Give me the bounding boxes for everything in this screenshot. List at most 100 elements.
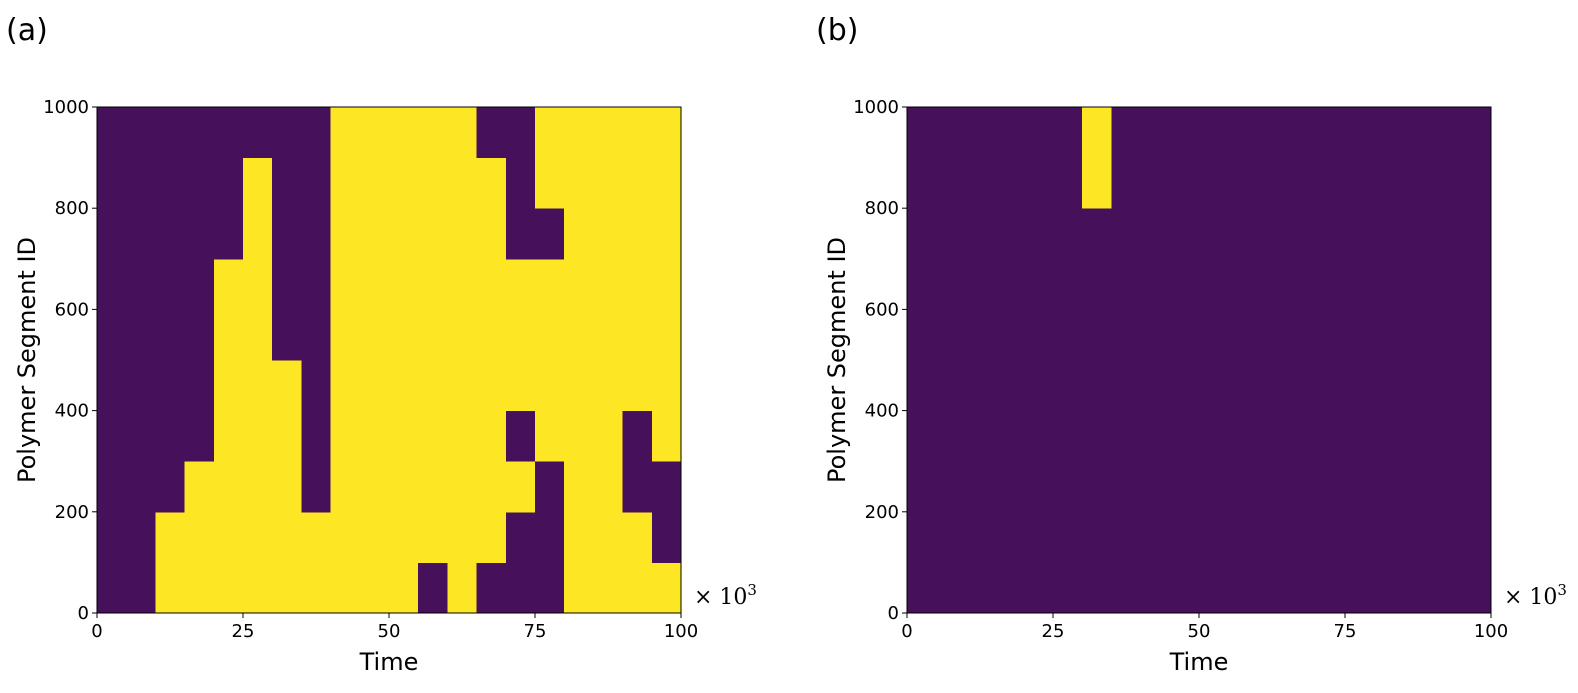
heatmap-cell: [359, 360, 390, 412]
heatmap-cell: [1315, 511, 1346, 563]
heatmap-cell: [97, 410, 127, 462]
heatmap-cell: [272, 562, 302, 614]
heatmap-cell: [622, 410, 653, 462]
heatmap-cell: [359, 107, 390, 159]
heatmap-cell: [907, 157, 937, 209]
x-tick-label: 100: [664, 621, 698, 642]
heatmap-cell: [447, 360, 478, 412]
heatmap-cell: [155, 157, 186, 209]
heatmap-cell: [965, 562, 996, 614]
heatmap-cell: [622, 562, 653, 614]
heatmap-cell: [1111, 410, 1142, 462]
heatmap-cell: [622, 157, 653, 209]
heatmap-cell: [1257, 107, 1288, 159]
heatmap-cell: [1257, 461, 1288, 513]
heatmap-cell: [1286, 258, 1317, 310]
heatmap-cell: [1461, 461, 1492, 513]
heatmap-cell: [184, 107, 215, 159]
heatmap-cell: [389, 309, 419, 361]
heatmap-cell: [1169, 258, 1200, 310]
heatmap-cell: [1140, 360, 1171, 412]
heatmap-cell: [622, 511, 653, 563]
heatmap-cell: [213, 360, 244, 412]
heatmap-cell: [622, 309, 653, 361]
heatmap-cell: [1053, 511, 1083, 563]
heatmap-cell: [936, 157, 966, 209]
x-axis-label: Time: [1169, 648, 1229, 676]
heatmap-cell: [505, 562, 536, 614]
heatmap-cell: [1403, 461, 1434, 513]
x-tick-label: 100: [1474, 621, 1508, 642]
heatmap-cell: [965, 208, 996, 260]
heatmap-cell: [593, 511, 624, 563]
heatmap-cell: [505, 107, 536, 159]
heatmap-cell: [97, 258, 127, 310]
heatmap-cell: [936, 562, 966, 614]
heatmap-cell: [535, 562, 565, 614]
heatmap-cell: [1374, 461, 1404, 513]
heatmap-cell: [97, 157, 127, 209]
heatmap-cell: [243, 107, 273, 159]
heatmap-cell: [447, 461, 478, 513]
heatmap-cell: [1140, 107, 1171, 159]
heatmap-cell: [1023, 107, 1054, 159]
heatmap-cell: [126, 360, 156, 412]
heatmap-cell: [994, 208, 1025, 260]
heatmap-cell: [1082, 107, 1112, 159]
heatmap-cell: [1082, 208, 1112, 260]
x-tick-label: 50: [378, 621, 401, 642]
heatmap-cell: [1053, 360, 1083, 412]
heatmap-cell: [1461, 511, 1492, 563]
heatmap-cell: [1228, 461, 1258, 513]
heatmap-cell: [1053, 208, 1083, 260]
heatmap-cell: [155, 511, 186, 563]
heatmap-cell: [1461, 309, 1492, 361]
x-tick-label: 0: [901, 621, 912, 642]
heatmap-cell: [1111, 258, 1142, 310]
panel-label: (a): [6, 13, 48, 48]
heatmap-cell: [651, 562, 682, 614]
heatmap-cell: [301, 107, 332, 159]
heatmap-cell: [1228, 208, 1258, 260]
heatmap-cell: [1140, 511, 1171, 563]
offset-exponent: 3: [1557, 581, 1567, 599]
heatmap-cell: [97, 360, 127, 412]
heatmap-cell: [593, 562, 624, 614]
heatmap-cell: [243, 157, 273, 209]
heatmap-cell: [213, 309, 244, 361]
heatmap-cell: [564, 360, 594, 412]
heatmap-cell: [301, 511, 332, 563]
heatmap-cell: [97, 562, 127, 614]
heatmap-cell: [1082, 258, 1112, 310]
heatmap-cell: [272, 208, 302, 260]
heatmap-cell: [1374, 309, 1404, 361]
heatmap-cell: [535, 258, 565, 310]
heatmap-cell: [476, 157, 507, 209]
x-tick-label: 25: [232, 621, 255, 642]
heatmap-cell: [1169, 461, 1200, 513]
heatmap-cell: [301, 562, 332, 614]
y-tick-label: 800: [55, 198, 89, 219]
heatmap-cell: [907, 258, 937, 310]
heatmap-cell: [418, 461, 448, 513]
heatmap-cell: [1315, 157, 1346, 209]
heatmap-cell: [126, 107, 156, 159]
heatmap-cell: [1403, 360, 1434, 412]
heatmap-cell: [1228, 360, 1258, 412]
heatmap-cell: [505, 309, 536, 361]
heatmap-cell: [1228, 410, 1258, 462]
heatmap-cell: [1023, 360, 1054, 412]
heatmap-cell: [505, 360, 536, 412]
heatmap-cell: [1345, 309, 1375, 361]
heatmap-cell: [1461, 360, 1492, 412]
heatmap-cell: [1315, 258, 1346, 310]
y-tick-label: 400: [865, 401, 899, 422]
heatmap-cell: [243, 208, 273, 260]
heatmap-cell: [184, 360, 215, 412]
heatmap-cell: [243, 360, 273, 412]
offset-base: × 10: [1504, 585, 1557, 610]
heatmap-cell: [965, 410, 996, 462]
heatmap-cell: [272, 360, 302, 412]
heatmap-cell: [994, 107, 1025, 159]
heatmap-cell: [359, 511, 390, 563]
